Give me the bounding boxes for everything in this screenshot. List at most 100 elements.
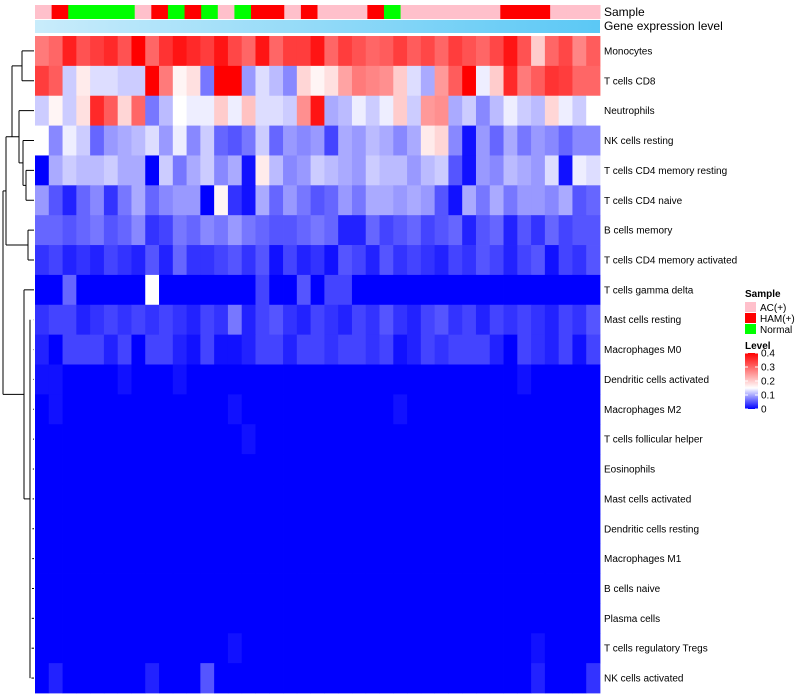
heatmap-cell [503, 274, 518, 306]
heatmap-cell [558, 573, 573, 604]
heatmap-cell [448, 513, 463, 545]
heatmap-cell [338, 185, 353, 216]
heatmap-cell [310, 185, 325, 216]
heatmap-cell [393, 513, 408, 545]
heatmap-cell [76, 215, 91, 246]
heatmap-cell [62, 633, 77, 664]
legend: Sample AC(+)HAM(+)Normal Level 0.4 0.3 0.2… [745, 289, 795, 416]
heatmap-cell [393, 334, 408, 365]
heatmap-cell [407, 274, 422, 306]
heatmap-cell [407, 245, 422, 276]
heatmap-cell [35, 215, 50, 246]
heatmap-cell [558, 155, 573, 186]
heatmap-cell [420, 155, 436, 186]
heatmap-cell [420, 394, 436, 425]
heatmap-cell [214, 454, 229, 485]
heatmap-cell [475, 483, 491, 515]
heatmap-cell [448, 215, 463, 246]
heatmap-cell [448, 95, 463, 126]
heatmap-cell [214, 245, 229, 276]
heatmap-cell [269, 603, 284, 634]
heatmap-cell [517, 543, 532, 574]
heatmap-cell [365, 65, 380, 97]
heatmap-cell [393, 543, 408, 574]
heatmap-cell [200, 513, 215, 545]
heatmap-cell [241, 364, 256, 395]
heatmap-cell [90, 573, 105, 604]
heatmap-cell [393, 274, 408, 306]
heatmap-cell [62, 513, 77, 545]
heatmap-cell [420, 603, 436, 634]
heatmap-cell [462, 245, 477, 276]
heatmap-cell [586, 95, 601, 126]
heatmap-cell [117, 125, 132, 156]
sample-legend-swatch [745, 324, 756, 334]
heatmap-cell [35, 334, 50, 365]
heatmap-cell [214, 185, 229, 216]
heatmap-cell [475, 245, 491, 276]
heatmap-cell [214, 65, 229, 97]
heatmap-cell [48, 155, 63, 186]
heatmap-cell [434, 185, 449, 216]
heatmap-cell [393, 483, 408, 515]
sample-annotation-bar [35, 5, 601, 19]
heatmap-cell [558, 603, 573, 634]
heatmap-cell [117, 454, 132, 485]
heatmap-cell [586, 454, 601, 485]
heatmap-cell [103, 304, 119, 336]
heatmap-cell [48, 543, 63, 574]
heatmap-cell [586, 603, 601, 634]
heatmap-cell [117, 155, 132, 186]
heatmap-cell [434, 513, 449, 545]
heatmap-cell [310, 483, 325, 515]
heatmap-cell [379, 483, 394, 515]
heatmap-cell [214, 663, 229, 694]
heatmap-cell [200, 245, 215, 276]
heatmap-cell [186, 633, 201, 664]
heatmap-cell [558, 95, 573, 126]
heatmap-cell [448, 424, 463, 455]
heatmap-cell [200, 304, 215, 336]
heatmap-cell [48, 513, 63, 545]
heatmap-cell [517, 663, 532, 694]
heatmap-cell [475, 36, 491, 67]
heatmap-cell [90, 663, 105, 694]
heatmap-cell [172, 36, 187, 67]
heatmap-cell [489, 513, 504, 545]
heatmap-cell [186, 304, 201, 336]
heatmap-cell [365, 215, 380, 246]
heatmap-cell [572, 245, 587, 276]
heatmap-cell [172, 483, 187, 515]
dendrogram-branch [18, 110, 34, 164]
heatmap-cell [365, 274, 380, 306]
heatmap-cell [338, 155, 353, 186]
heatmap-cell [103, 334, 119, 365]
heatmap-cell [503, 95, 518, 126]
heatmap-cell [572, 185, 587, 216]
sample-annotation-cell [367, 5, 385, 19]
heatmap-cell [159, 483, 174, 515]
heatmap-cell [269, 215, 284, 246]
heatmap-cell [462, 304, 477, 336]
sample-annotation-cell [566, 5, 584, 19]
heatmap-cell [35, 36, 50, 67]
heatmap-cell [462, 155, 477, 186]
heatmap-cell [269, 36, 284, 67]
heatmap-cell [76, 633, 91, 664]
heatmap-cell [434, 543, 449, 574]
heatmap-cell [159, 543, 174, 574]
heatmap-cell [379, 95, 394, 126]
heatmap-cell [283, 394, 298, 425]
sample-annotation-cell [284, 5, 302, 19]
heatmap-cell [117, 513, 132, 545]
heatmap-cell [393, 185, 408, 216]
heatmap-cell [324, 245, 339, 276]
heatmap-cell [296, 274, 312, 306]
heatmap-cell [200, 663, 215, 694]
heatmap-cell [489, 573, 504, 604]
heatmap-cell [131, 274, 146, 306]
heatmap-cell [131, 424, 146, 455]
heatmap-cell [324, 454, 339, 485]
heatmap-cell [503, 215, 518, 246]
heatmap-cell [296, 513, 312, 545]
